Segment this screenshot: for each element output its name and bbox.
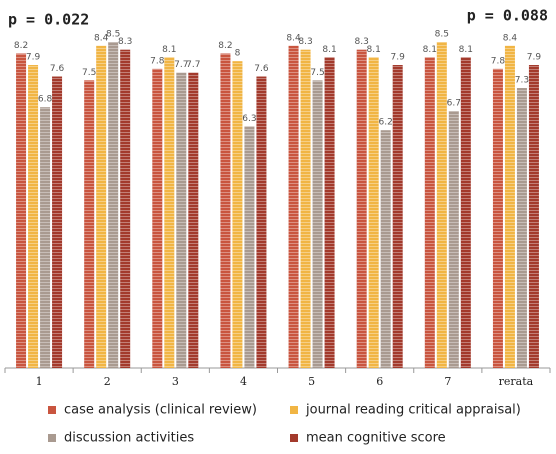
x-tick-label: 5	[308, 375, 315, 388]
bar-texture	[152, 68, 163, 369]
bar-texture	[96, 45, 107, 368]
bar-texture	[288, 45, 299, 368]
value-label: 8.5	[435, 30, 449, 40]
bar-texture	[460, 57, 471, 368]
annotation: p = 0.022	[8, 11, 89, 29]
value-label: 8.1	[423, 45, 437, 55]
value-label: 6.2	[379, 118, 393, 128]
legend-label: mean cognitive score	[306, 431, 446, 446]
x-tick-label: 4	[240, 375, 247, 388]
value-label: 7.9	[391, 53, 406, 63]
value-label: 8.1	[322, 45, 336, 55]
legend-swatch	[290, 434, 298, 442]
value-label: 6.3	[242, 114, 256, 124]
value-label: 8.2	[218, 41, 232, 51]
legend-swatch	[48, 434, 56, 442]
value-label: 7.5	[310, 68, 324, 78]
value-label: 6.7	[447, 99, 461, 109]
bar-texture	[324, 57, 335, 368]
bar-texture	[40, 107, 51, 368]
bar-texture	[504, 45, 515, 368]
x-tick-label: 2	[104, 375, 111, 388]
value-label: 8.5	[106, 30, 120, 40]
value-label: 7.9	[26, 53, 41, 63]
bar-texture	[300, 49, 311, 368]
legend-label: discussion activities	[64, 431, 194, 446]
value-label: 7.8	[150, 56, 165, 66]
x-tick-label: 6	[376, 375, 383, 388]
x-tick-label: 3	[172, 375, 179, 388]
annotation: p = 0.088	[467, 7, 548, 25]
x-tick-label: 1	[36, 375, 43, 388]
value-label: 8.4	[503, 33, 518, 43]
bar-texture	[176, 72, 187, 369]
legend-swatch	[48, 406, 56, 414]
bar-texture	[244, 126, 255, 369]
value-label: 7.7	[186, 60, 200, 70]
value-label: 6.8	[38, 95, 53, 105]
value-label: 8.1	[459, 45, 473, 55]
value-label: 7.6	[50, 64, 65, 74]
value-label: 8.3	[355, 37, 369, 47]
value-label: 8.4	[286, 33, 301, 43]
bar-texture	[516, 88, 527, 368]
value-label: 8.1	[367, 45, 381, 55]
bar-texture	[312, 80, 323, 369]
value-label: 8.1	[162, 45, 176, 55]
bar-texture	[188, 72, 199, 369]
bar-texture	[356, 49, 367, 368]
bar-texture	[16, 53, 27, 368]
bar-texture	[232, 61, 243, 368]
value-label: 8.3	[298, 37, 312, 47]
bar-texture	[380, 130, 391, 368]
value-label: 8.2	[14, 41, 28, 51]
value-label: 7.6	[254, 64, 269, 74]
bar-texture	[84, 80, 95, 369]
bar-texture	[108, 42, 119, 368]
value-label: 7.5	[82, 68, 96, 78]
bar-texture	[164, 57, 175, 368]
value-label: 7.8	[491, 56, 506, 66]
legend-label: journal reading critical appraisal)	[305, 403, 521, 418]
bar-texture	[28, 65, 39, 368]
x-tick-label: 7	[444, 375, 451, 388]
x-tick-label: rerata	[499, 375, 534, 388]
legend-swatch	[290, 406, 298, 414]
bar-texture	[368, 57, 379, 368]
value-label: 8.4	[94, 33, 109, 43]
bar-texture	[392, 65, 403, 368]
value-label: 8.3	[118, 37, 132, 47]
bar-texture	[424, 57, 435, 368]
value-label: 7.7	[174, 60, 188, 70]
bar-texture	[436, 42, 447, 368]
value-label: 8	[235, 49, 241, 59]
bar-texture	[120, 49, 131, 368]
bar-texture	[448, 111, 459, 369]
bar-texture	[52, 76, 63, 369]
bar-texture	[256, 76, 267, 369]
bar-texture	[528, 65, 539, 368]
bar-texture	[492, 68, 503, 369]
bar-texture	[220, 53, 231, 368]
legend-label: case analysis (clinical review)	[64, 403, 257, 418]
value-label: 7.3	[515, 76, 529, 86]
value-label: 7.9	[527, 53, 542, 63]
